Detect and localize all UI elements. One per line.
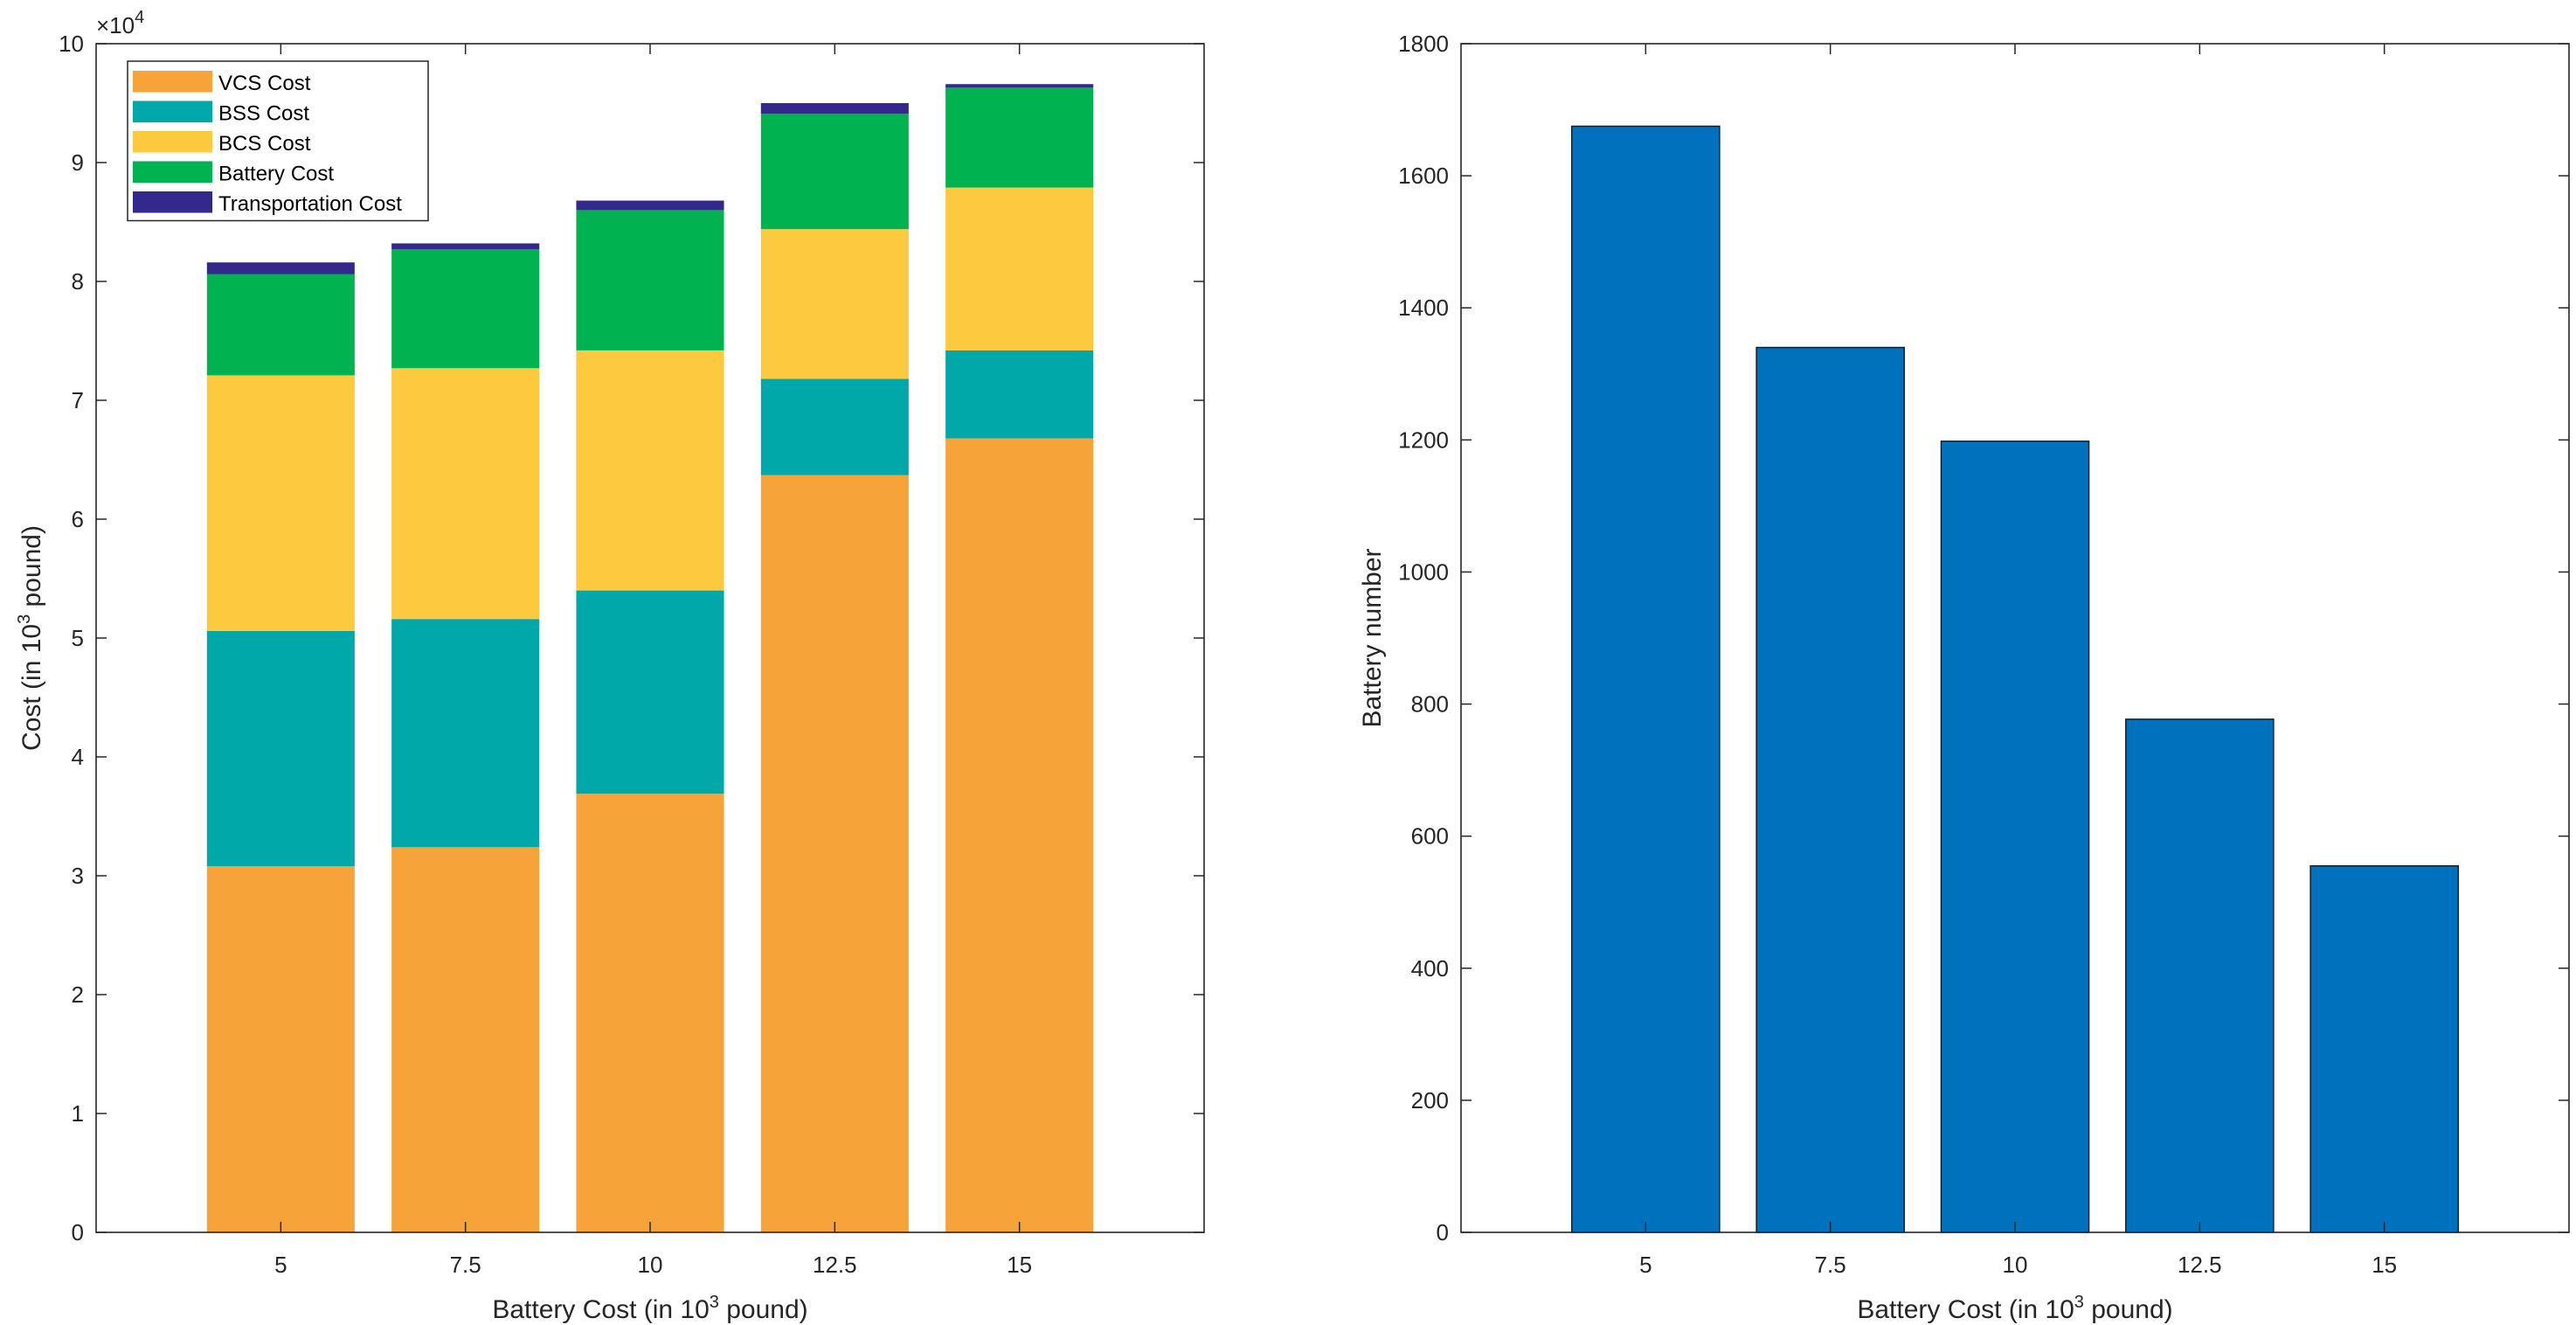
legend-swatch-2: [133, 131, 212, 153]
x-tick-label: 7.5: [1815, 1252, 1846, 1278]
bar-battery-cost-2: [576, 210, 724, 350]
y-tick-label: 1400: [1398, 295, 1449, 321]
bar-2: [1940, 441, 2090, 1233]
bar-vcs-cost-4: [945, 438, 1094, 1232]
axes-box: [95, 43, 1205, 1233]
legend-swatch-4: [133, 191, 212, 213]
legend-label-0: VCS Cost: [218, 72, 311, 95]
y-tick-label: 7: [72, 387, 84, 413]
bar-vcs-cost-0: [206, 866, 355, 1232]
y-multiplier-base: ×10: [96, 12, 135, 38]
y-tick-label: 0: [72, 1219, 84, 1245]
bar-vcs-cost-1: [391, 847, 540, 1232]
x-tick-label: 10: [2003, 1252, 2028, 1278]
y-tick-label: 0: [1437, 1219, 1449, 1245]
legend-label-3: Battery Cost: [218, 163, 334, 186]
x-tick-label: 12.5: [813, 1252, 857, 1278]
bar-bss-cost-0: [206, 630, 355, 867]
x-axis-label-text: Battery Cost (in 10: [492, 1295, 709, 1324]
x-tick-label: 15: [1007, 1252, 1032, 1278]
bar-3: [2125, 718, 2275, 1233]
bar-transportation-cost-0: [206, 262, 355, 274]
bar-bcs-cost-1: [391, 368, 540, 620]
y-axis-label-text: Cost (in 10: [17, 624, 46, 751]
y-multiplier-exp: 4: [135, 8, 144, 27]
x-axis-label-text-end: pound): [2084, 1295, 2173, 1324]
y-tick-label: 600: [1411, 823, 1449, 850]
y-tick-label: 5: [72, 625, 84, 651]
y-axis-label: Cost (in 103 pound): [15, 525, 46, 751]
y-axis-label: Battery number: [1358, 548, 1387, 727]
bar-battery-cost-3: [760, 114, 909, 230]
legend-label-1: BSS Cost: [218, 102, 309, 126]
bar-bss-cost-2: [576, 590, 724, 794]
battery-number-chart: 0 200 400 600 800 1000 1200 1400 1600 1800 5 7.5 10 1…: [1358, 31, 2570, 1324]
x-tick-label: 10: [638, 1252, 663, 1278]
x-tick-label: 5: [274, 1252, 287, 1278]
axes-box: [1460, 43, 2570, 1233]
bar-transportation-cost-2: [576, 200, 724, 211]
x-tick-label: 12.5: [2178, 1252, 2222, 1278]
x-tick-label: 7.5: [450, 1252, 481, 1278]
bar-bcs-cost-3: [760, 229, 909, 379]
bar-vcs-cost-2: [576, 794, 724, 1232]
y-tick-label: 200: [1411, 1087, 1449, 1113]
x-tick-label: 15: [2372, 1252, 2397, 1278]
bar-bss-cost-1: [391, 619, 540, 848]
y-tick-label: 800: [1411, 691, 1449, 718]
bar-bss-cost-3: [760, 378, 909, 475]
legend-swatch-0: [133, 71, 212, 93]
bar-vcs-cost-3: [760, 475, 909, 1232]
y-tick-label: 1200: [1398, 427, 1449, 453]
bar-battery-cost-4: [945, 87, 1094, 188]
x-axis-label-superscript: 3: [2074, 1293, 2084, 1312]
bar-bcs-cost-4: [945, 187, 1094, 350]
x-axis-label-text-end: pound): [719, 1295, 808, 1324]
x-axis-label: Battery Cost (in 103 pound): [492, 1293, 807, 1324]
y-tick-label: 1: [72, 1100, 84, 1127]
y-tick-label: 8: [72, 268, 84, 295]
y-multiplier: ×104: [96, 8, 144, 38]
x-axis-label: Battery Cost (in 103 pound): [1857, 1293, 2172, 1324]
x-axis-label-superscript: 3: [710, 1293, 719, 1312]
y-tick-label: 3: [72, 863, 84, 889]
bar-battery-cost-0: [206, 274, 355, 376]
x-tick-label: 5: [1639, 1252, 1652, 1278]
x-axis-label-text: Battery Cost (in 10: [1857, 1295, 2074, 1324]
bar-bcs-cost-0: [206, 375, 355, 631]
legend-swatch-1: [133, 101, 212, 122]
y-tick-label: 9: [72, 149, 84, 176]
legend-swatch-3: [133, 161, 212, 183]
y-tick-label: 10: [59, 31, 84, 57]
bar-transportation-cost-3: [760, 103, 909, 114]
bar-battery-cost-1: [391, 249, 540, 369]
bar-0: [1571, 125, 1721, 1233]
bar-transportation-cost-1: [391, 243, 540, 250]
bar-1: [1755, 346, 1905, 1233]
y-tick-label: 6: [72, 506, 84, 532]
y-tick-label: 400: [1411, 955, 1449, 982]
y-tick-label: 2: [72, 982, 84, 1008]
bar-bss-cost-4: [945, 350, 1094, 439]
bar-transportation-cost-4: [945, 84, 1094, 88]
legend-label-4: Transportation Cost: [218, 192, 402, 216]
y-axis-label-superscript: 3: [15, 614, 34, 624]
y-axis-label-text-end: pound): [17, 525, 46, 614]
y-tick-label: 1600: [1398, 163, 1449, 189]
y-tick-label: 1000: [1398, 558, 1449, 585]
y-tick-label: 1800: [1398, 31, 1449, 57]
legend: VCS Cost BSS Cost BCS Cost Battery Cost Tran…: [127, 60, 429, 222]
legend-label-2: BCS Cost: [218, 132, 311, 156]
bar-4: [2309, 864, 2459, 1233]
y-tick-label: 4: [72, 744, 84, 770]
bar-bcs-cost-2: [576, 350, 724, 591]
